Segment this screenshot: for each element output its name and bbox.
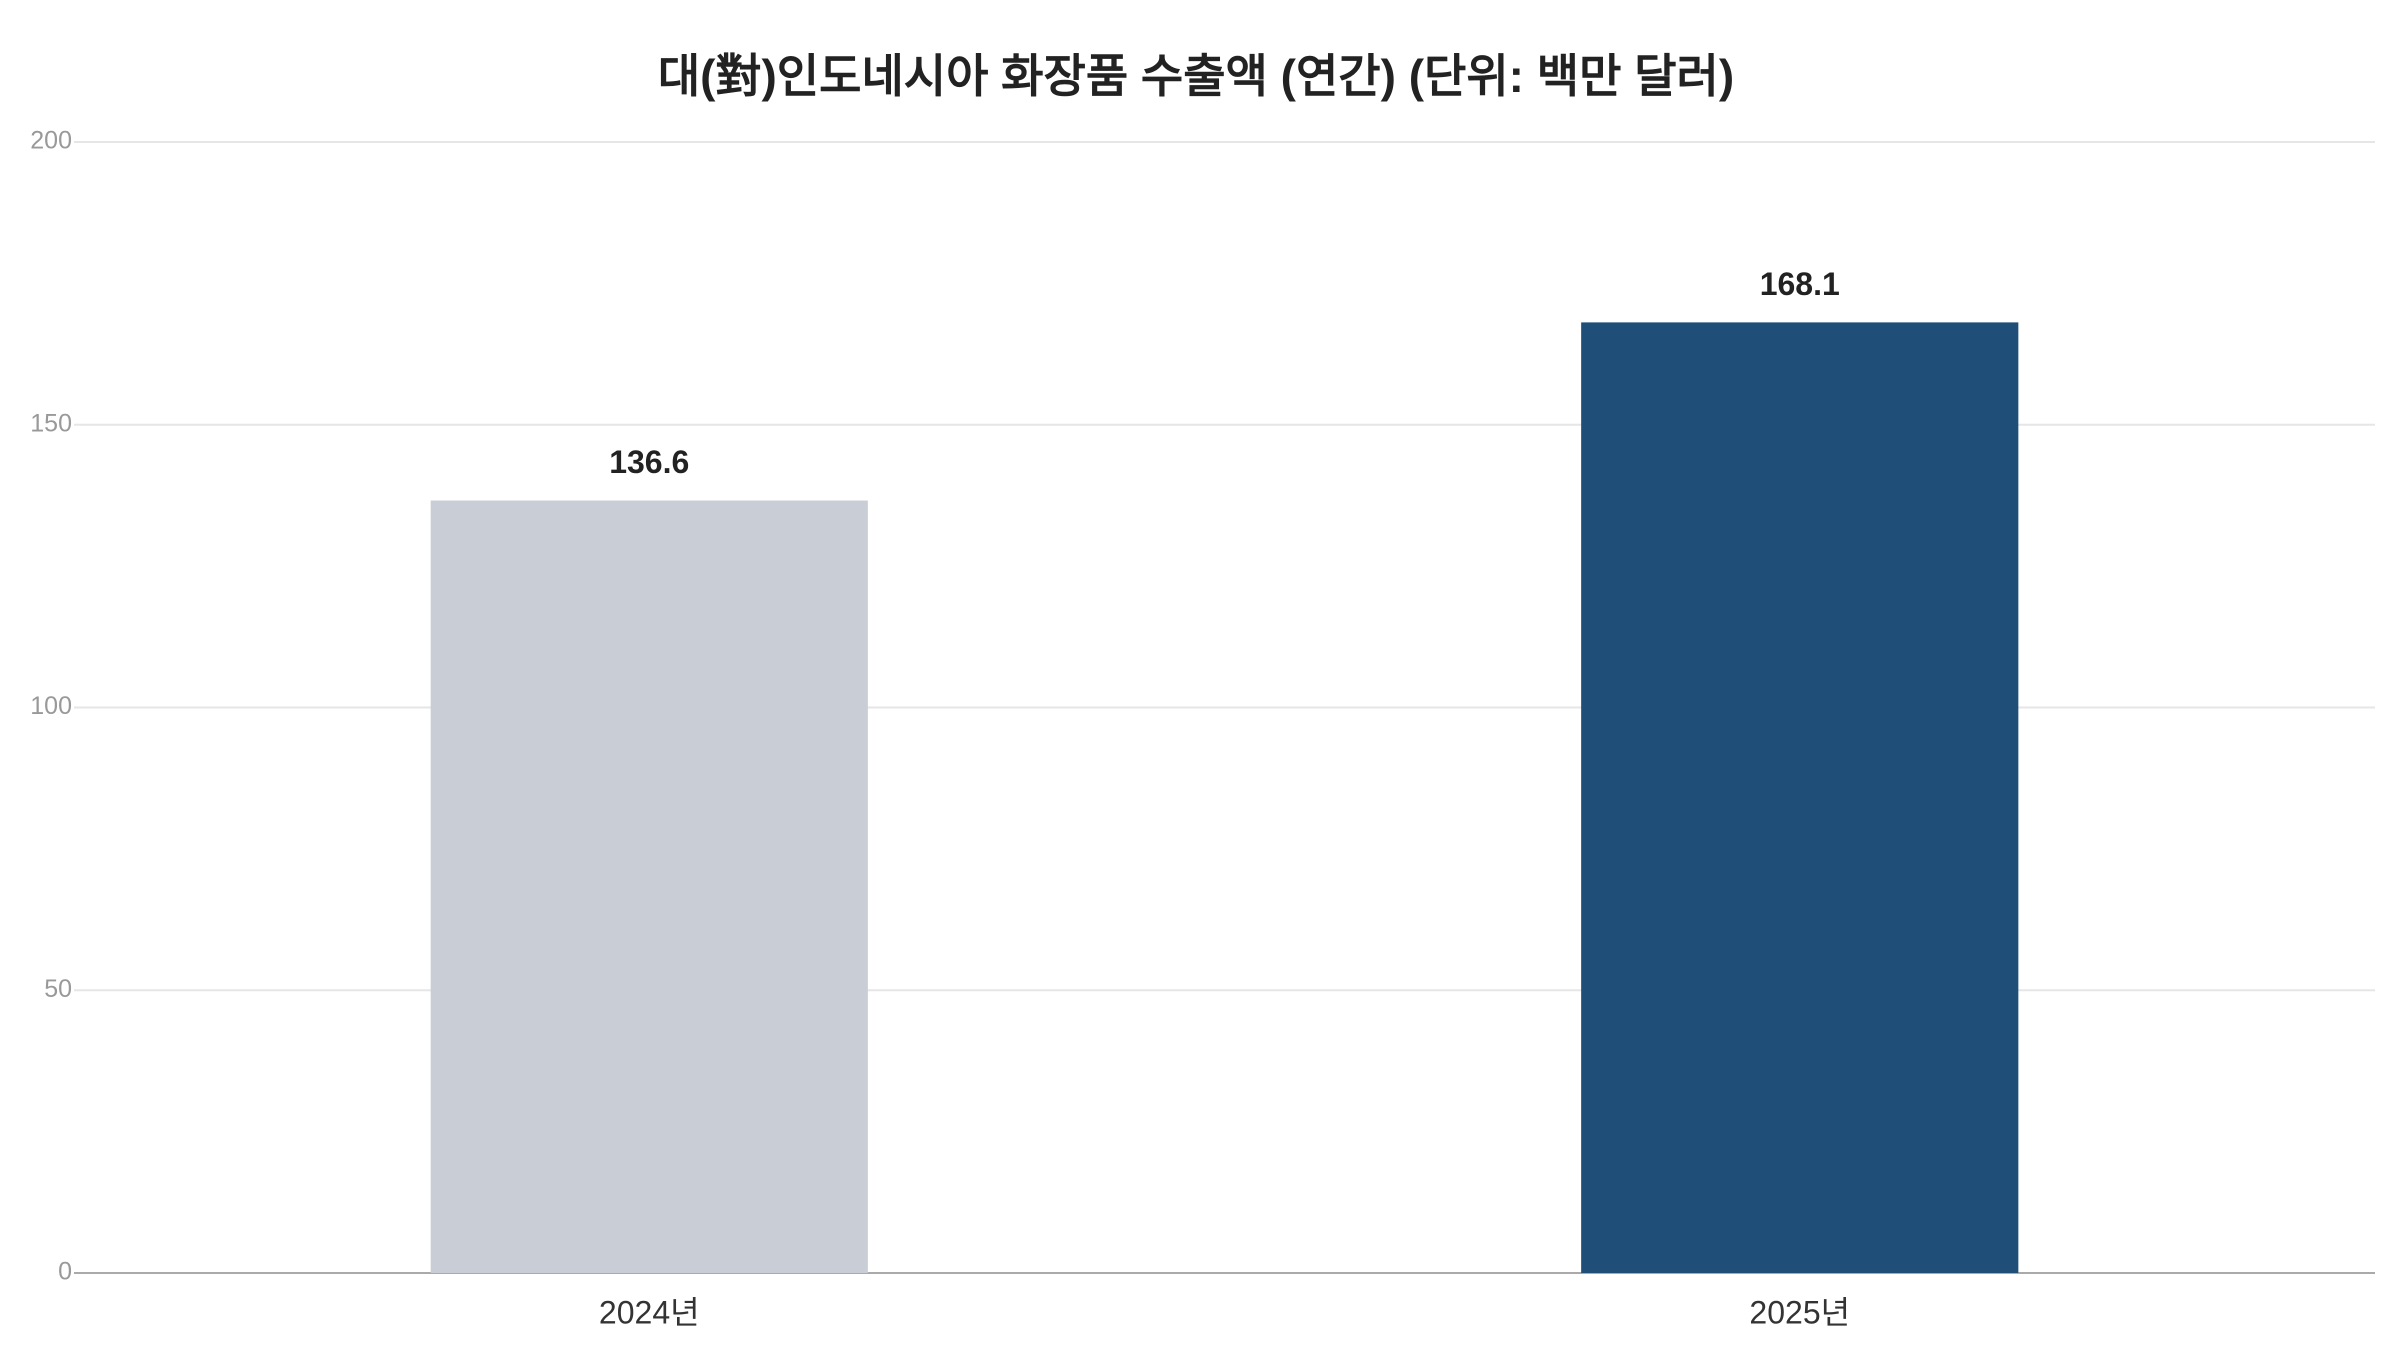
bar [430, 500, 868, 1274]
x-tick-label: 2025년 [1749, 1294, 1850, 1330]
y-tick-label: 100 [30, 692, 72, 720]
y-tick-label: 0 [58, 1258, 72, 1286]
chart-title: 대(對)인도네시아 화장품 수출액 (연간) (단위: 백만 달러) [658, 50, 1734, 102]
y-tick-label: 200 [30, 127, 72, 155]
value-label: 168.1 [1760, 266, 1840, 302]
y-tick-label: 50 [44, 975, 72, 1003]
value-label: 136.6 [609, 444, 689, 480]
y-tick-label: 150 [30, 409, 72, 437]
bar [1581, 322, 2019, 1273]
x-tick-label: 2024년 [599, 1294, 700, 1330]
